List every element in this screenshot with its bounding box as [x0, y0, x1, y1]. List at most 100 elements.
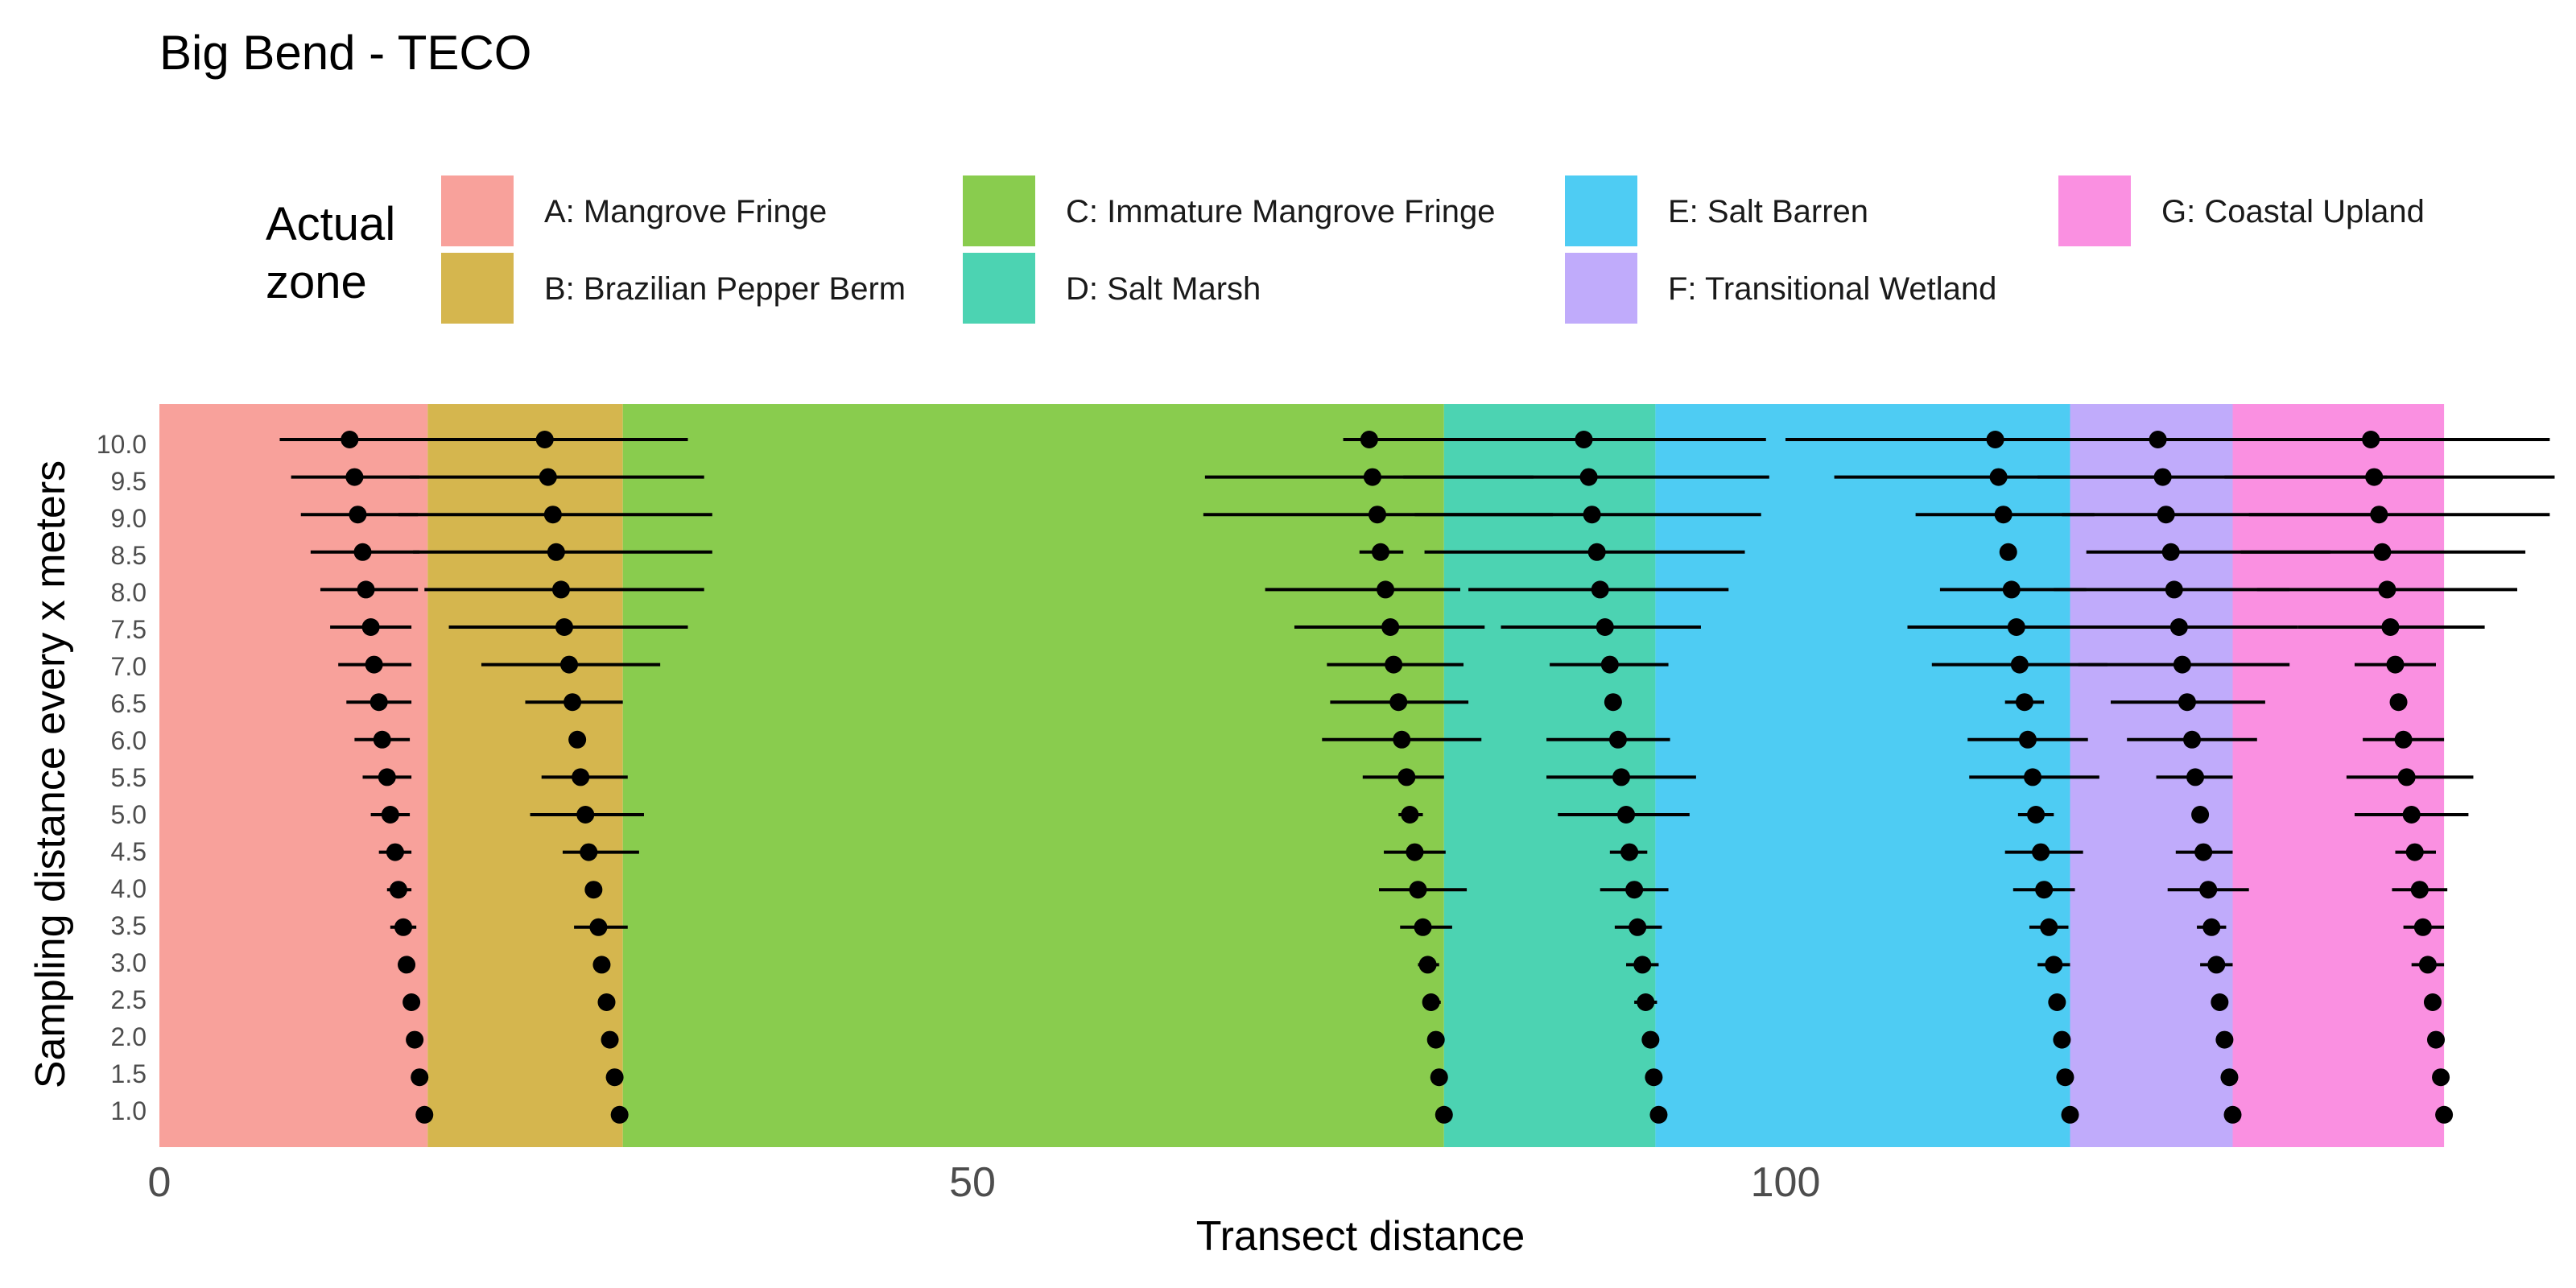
- point-1-3: [597, 993, 616, 1011]
- y-tick-label-12: 7.0: [111, 652, 147, 681]
- point-5-18: [2149, 431, 2167, 448]
- legend-label-4: E: Salt Barren: [1668, 194, 1868, 229]
- point-5-5: [2202, 918, 2221, 936]
- y-tick-labels: 1.0 1.5 2.0 2.5 3.0 3.5 4.0 4.5 5.0 5.5 6.0 6.5 7.0 7…: [97, 430, 147, 1125]
- point-6-3: [2423, 993, 2442, 1011]
- y-axis-title: Sampling distance every x meters: [27, 460, 74, 1088]
- legend-key-3: [963, 253, 1035, 324]
- x-tick-label-2: 100: [1751, 1159, 1821, 1206]
- y-tick-label-8: 5.0: [111, 800, 147, 829]
- point-2-17: [1363, 468, 1381, 486]
- point-3-4: [1633, 956, 1652, 974]
- point-0-2: [406, 1030, 424, 1049]
- point-3-13: [1596, 618, 1614, 636]
- point-5-11: [2178, 693, 2196, 712]
- point-5-16: [2157, 506, 2175, 524]
- point-0-14: [357, 580, 375, 599]
- point-3-3: [1637, 993, 1655, 1011]
- point-6-11: [2389, 693, 2408, 712]
- y-tick-label-1: 1.5: [111, 1059, 147, 1088]
- point-1-0: [610, 1105, 629, 1124]
- point-2-2: [1426, 1030, 1445, 1049]
- point-1-11: [564, 693, 582, 712]
- legend-key-1: [441, 253, 514, 324]
- legend-label-6: G: Coastal Upland: [2161, 194, 2425, 229]
- point-3-12: [1600, 655, 1619, 674]
- point-4-2: [2053, 1030, 2071, 1049]
- point-1-14: [551, 580, 570, 599]
- point-5-9: [2186, 768, 2205, 786]
- point-3-0: [1649, 1105, 1668, 1124]
- point-5-13: [2169, 618, 2188, 636]
- legend-label-2: C: Immature Mangrove Fringe: [1066, 194, 1496, 229]
- point-6-1: [2432, 1068, 2450, 1087]
- point-2-0: [1435, 1105, 1453, 1124]
- point-4-6: [2035, 881, 2054, 899]
- y-tick-label-7: 4.5: [111, 837, 147, 866]
- point-4-7: [2032, 843, 2050, 861]
- point-6-2: [2427, 1030, 2445, 1049]
- point-0-17: [345, 468, 364, 486]
- point-0-13: [361, 618, 380, 636]
- point-5-12: [2173, 655, 2191, 674]
- point-3-15: [1587, 543, 1606, 561]
- point-0-8: [381, 806, 399, 824]
- legend-key-6: [2058, 175, 2131, 246]
- point-4-13: [2007, 618, 2025, 636]
- y-tick-label-2: 2.0: [111, 1022, 147, 1051]
- point-4-18: [1986, 431, 2004, 448]
- point-3-11: [1604, 693, 1622, 712]
- legend-label-3: D: Salt Marsh: [1066, 271, 1261, 307]
- point-6-13: [2381, 618, 2400, 636]
- legend-key-0: [441, 175, 514, 246]
- point-1-10: [568, 730, 587, 749]
- x-tick-label-0: 0: [148, 1159, 171, 1206]
- point-4-3: [2048, 993, 2066, 1011]
- point-5-3: [2211, 993, 2229, 1011]
- point-4-15: [1999, 543, 2017, 561]
- point-6-10: [2394, 730, 2413, 749]
- legend-title-line-1: Actual: [266, 198, 395, 250]
- point-6-12: [2386, 655, 2405, 674]
- point-2-18: [1360, 431, 1378, 448]
- y-tick-label-14: 8.0: [111, 578, 147, 607]
- point-1-8: [576, 806, 595, 824]
- point-3-17: [1579, 468, 1598, 486]
- point-4-1: [2056, 1068, 2074, 1087]
- point-0-15: [353, 543, 372, 561]
- point-2-7: [1406, 843, 1424, 861]
- point-2-11: [1389, 693, 1408, 712]
- point-4-5: [2040, 918, 2058, 936]
- legend-label-1: B: Brazilian Pepper Berm: [544, 271, 906, 307]
- point-4-12: [2010, 655, 2029, 674]
- point-5-8: [2191, 806, 2210, 824]
- point-6-16: [2370, 506, 2388, 524]
- point-0-4: [398, 956, 416, 974]
- x-tick-label-1: 50: [949, 1159, 996, 1206]
- y-tick-label-0: 1.0: [111, 1096, 147, 1125]
- point-0-11: [369, 693, 388, 712]
- point-4-11: [2015, 693, 2033, 712]
- point-1-2: [601, 1030, 619, 1049]
- point-5-1: [2220, 1068, 2239, 1087]
- legend-title: Actual zone: [266, 198, 408, 308]
- point-3-18: [1575, 431, 1593, 448]
- point-6-18: [2362, 431, 2380, 448]
- point-5-0: [2223, 1105, 2242, 1124]
- point-0-1: [411, 1068, 429, 1087]
- legend-key-2: [963, 175, 1035, 246]
- point-3-10: [1608, 730, 1627, 749]
- point-4-17: [1989, 468, 2008, 486]
- point-3-1: [1645, 1068, 1663, 1087]
- point-4-0: [2061, 1105, 2079, 1124]
- point-5-17: [2153, 468, 2172, 486]
- point-1-16: [543, 506, 562, 524]
- point-1-15: [547, 543, 565, 561]
- point-2-1: [1430, 1068, 1448, 1087]
- point-5-10: [2183, 730, 2201, 749]
- point-2-5: [1414, 918, 1432, 936]
- point-6-9: [2397, 768, 2416, 786]
- point-4-9: [2024, 768, 2042, 786]
- point-1-12: [560, 655, 579, 674]
